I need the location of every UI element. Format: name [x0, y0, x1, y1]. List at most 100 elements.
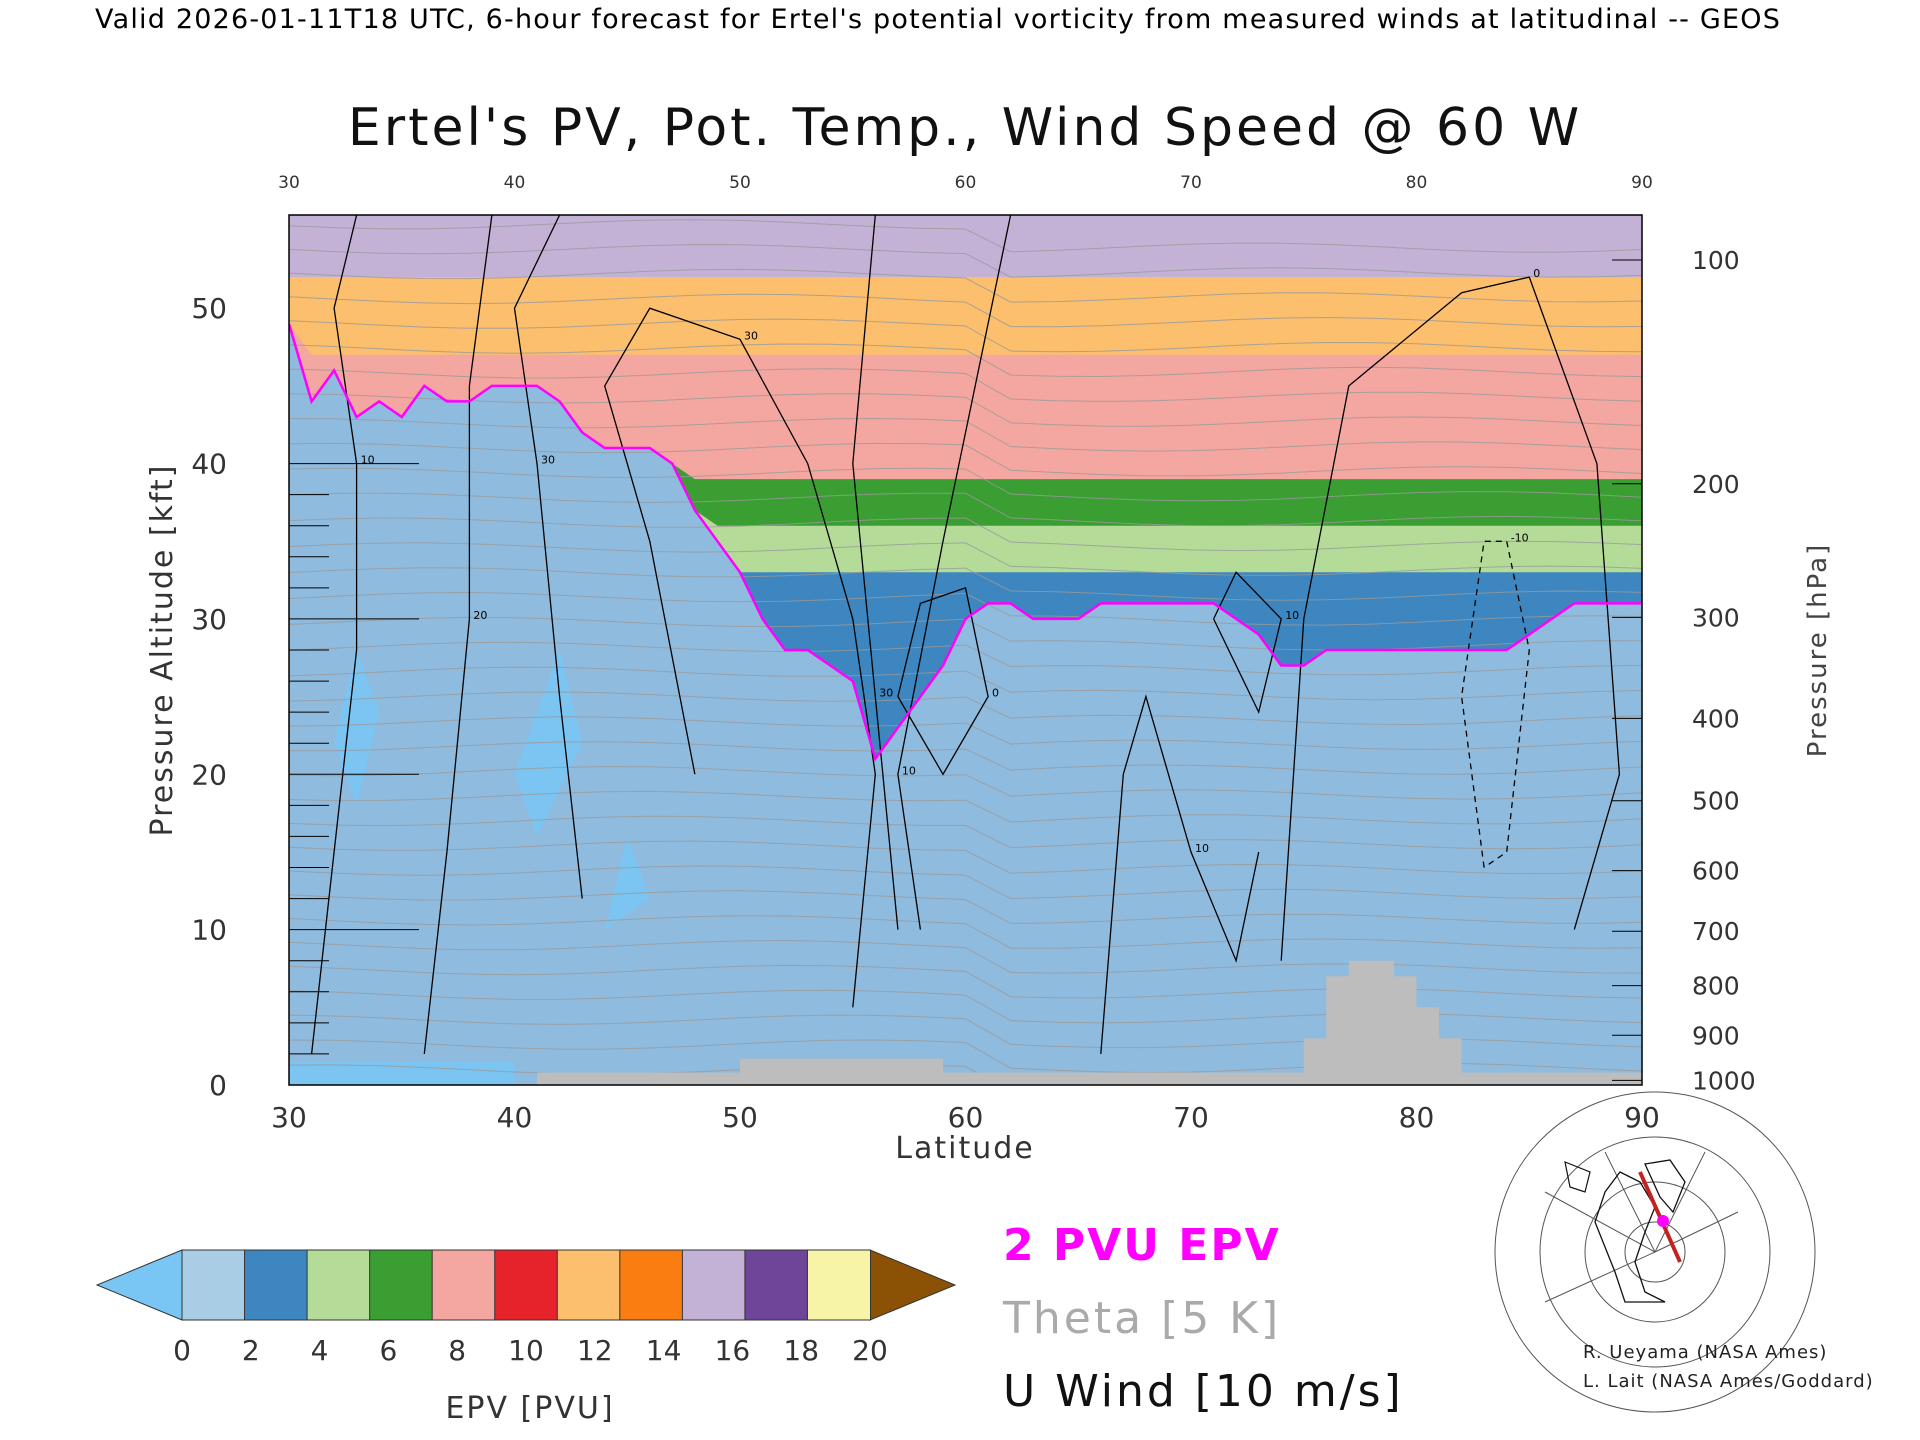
- colorbar-tick-label: 8: [448, 1334, 466, 1367]
- theta-line: [289, 219, 1642, 253]
- colorbar-tick-label: 12: [577, 1334, 613, 1367]
- theta-line: [289, 766, 1642, 800]
- isotach-label: 20: [473, 609, 487, 622]
- pressure-tick-label: 300: [1692, 603, 1740, 632]
- pressure-tick-label: 1000: [1692, 1066, 1756, 1095]
- y-tick-label: 10: [191, 914, 227, 947]
- y-axis-label: Pressure Altitude [kft]: [145, 464, 180, 837]
- theta-line: [289, 790, 1642, 825]
- x-tick-label: 50: [722, 1101, 758, 1134]
- colorbar-segment: [556, 1249, 621, 1321]
- pv-band: [289, 215, 1642, 278]
- x-tick-label: 90: [1624, 1101, 1660, 1134]
- legend-epv: 2 PVU EPV: [1003, 1220, 1281, 1271]
- pressure-tick-label: 900: [1692, 1021, 1740, 1050]
- isotach-line: [1280, 276, 1621, 961]
- isotach-label: 30: [541, 454, 555, 467]
- x-tick-label-top: 90: [1631, 173, 1653, 193]
- theta-line: [289, 542, 1642, 576]
- pv-low-patch: [334, 650, 380, 806]
- y-tick-label: 0: [209, 1069, 227, 1102]
- isotach-label: 10: [1285, 609, 1299, 622]
- isotach-line: [603, 307, 876, 1008]
- pressure-tick-label: 600: [1692, 857, 1740, 886]
- x-tick-label-top: 40: [504, 173, 526, 193]
- colorbar-tick-label: 18: [783, 1334, 819, 1367]
- isotach-label: 10: [361, 454, 375, 467]
- colorbar-segment: [681, 1249, 746, 1321]
- credit-line-2: L. Lait (NASA Ames/Goddard): [1583, 1371, 1874, 1392]
- isotach-line: [423, 215, 493, 1054]
- theta-line: [289, 318, 1642, 353]
- colorbar-segment: [744, 1249, 809, 1321]
- isotach-line: [513, 215, 583, 899]
- credit-line-1: R. Ueyama (NASA Ames): [1583, 1342, 1827, 1363]
- y-tick-label: 20: [191, 758, 227, 791]
- colorbar-segment: [494, 1249, 559, 1321]
- theta-line: [289, 840, 1642, 875]
- isotach-label: 30: [744, 329, 758, 342]
- colorbar-tick-label: 2: [242, 1334, 260, 1367]
- theta-line: [289, 1064, 1000, 1085]
- location-map: [1494, 1091, 1816, 1413]
- legend-uwind: U Wind [10 m/s]: [1003, 1366, 1404, 1417]
- theta-line: [289, 492, 1642, 527]
- x-tick-label: 70: [1173, 1101, 1209, 1134]
- pressure-tick-label: 400: [1692, 704, 1740, 733]
- colorbar-segment: [806, 1249, 871, 1321]
- colorbar-under-arrow: [95, 1249, 183, 1321]
- isotach-label: -10: [1511, 531, 1529, 544]
- isotach-line: [1213, 571, 1282, 715]
- pressure-tick-label: 100: [1692, 246, 1740, 275]
- theta-line: [289, 741, 1642, 775]
- theta-line: [289, 343, 1642, 378]
- x-tick-label: 40: [497, 1101, 533, 1134]
- colorbar-over-arrow: [869, 1249, 957, 1321]
- pv-low-patch: [289, 1061, 515, 1085]
- topography: [537, 960, 1642, 1085]
- pressure-tick-label: 500: [1692, 787, 1740, 816]
- x-tick-label-top: 70: [1180, 173, 1202, 193]
- y-tick-label: 40: [191, 448, 227, 481]
- theta-line: [289, 691, 1642, 726]
- theta-line: [289, 368, 1642, 402]
- isotach-label: 0: [992, 687, 999, 700]
- theta-line: [289, 915, 1642, 949]
- colorbar-tick-label: 6: [379, 1334, 397, 1367]
- y-tick-label: 30: [191, 603, 227, 636]
- y-axis-right: 100 200 300 400 500 600 700 800 900 1000: [1612, 246, 1756, 1095]
- theta-line: [289, 442, 1642, 477]
- theta-line: [289, 939, 1642, 974]
- x-tick-label-top: 60: [955, 173, 977, 193]
- chart-title: Ertel's PV, Pot. Temp., Wind Speed @ 60 …: [348, 98, 1582, 158]
- x-tick-label: 30: [271, 1101, 307, 1134]
- pv-low-patch: [514, 650, 583, 837]
- isotach-line: [1100, 694, 1260, 1054]
- colorbar-segment: [306, 1249, 371, 1321]
- theta-line: [289, 641, 1642, 676]
- x-tick-label-top: 80: [1406, 173, 1428, 193]
- theta-line: [289, 517, 1642, 552]
- isotach-line: [852, 215, 899, 930]
- colorbar-tick-label: 20: [852, 1334, 888, 1367]
- theta-line: [289, 815, 1642, 850]
- theta-line: [289, 865, 1642, 900]
- x-tick-label: 60: [948, 1101, 984, 1134]
- pv-fills: [289, 215, 1642, 1085]
- colorbar-tick-label: 10: [508, 1334, 544, 1367]
- colorbar: 0 2 4 6 8 10 12 14 16 18 20: [95, 1249, 957, 1367]
- theta-line: [289, 716, 1642, 750]
- header-text: Valid 2026-01-11T18 UTC, 6-hour forecast…: [95, 4, 1782, 35]
- isotach-label: 0: [1533, 267, 1540, 280]
- x-axis-bottom: 30 40 50 60 70 80 90: [271, 1101, 1660, 1134]
- colorbar-segment: [431, 1249, 496, 1321]
- x-axis-label: Latitude: [895, 1131, 1034, 1166]
- colorbar-segment: [619, 1249, 684, 1321]
- theta-line: [289, 890, 1642, 924]
- section-marker: [1657, 1215, 1669, 1227]
- colorbar-segment: [244, 1249, 309, 1321]
- isotach-label: 30: [879, 687, 893, 700]
- colorbar-label: EPV [PVU]: [445, 1391, 614, 1426]
- isotach-label: 10: [1195, 842, 1209, 855]
